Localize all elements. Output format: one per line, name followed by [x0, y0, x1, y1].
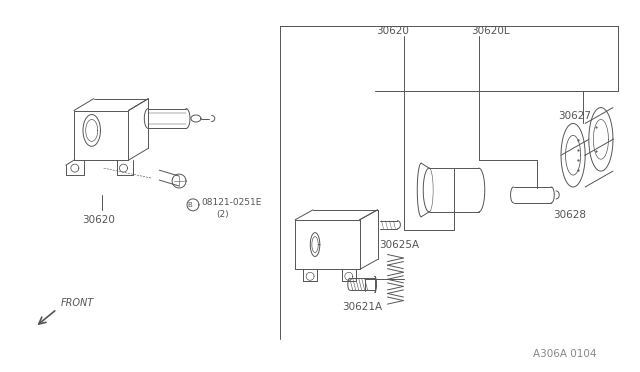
Text: 30620: 30620 — [376, 26, 410, 36]
Text: FRONT: FRONT — [61, 298, 94, 308]
Text: 30625A: 30625A — [380, 240, 420, 250]
Text: A306A 0104: A306A 0104 — [533, 349, 597, 359]
Text: 08121-0251E: 08121-0251E — [201, 198, 261, 207]
Text: 30628: 30628 — [553, 210, 586, 220]
Text: 30620: 30620 — [82, 215, 115, 225]
Text: 30627: 30627 — [558, 110, 591, 121]
Text: 30621A: 30621A — [342, 302, 382, 312]
Text: 30620L: 30620L — [471, 26, 509, 36]
Text: (2): (2) — [216, 210, 228, 219]
Text: B: B — [188, 202, 193, 208]
